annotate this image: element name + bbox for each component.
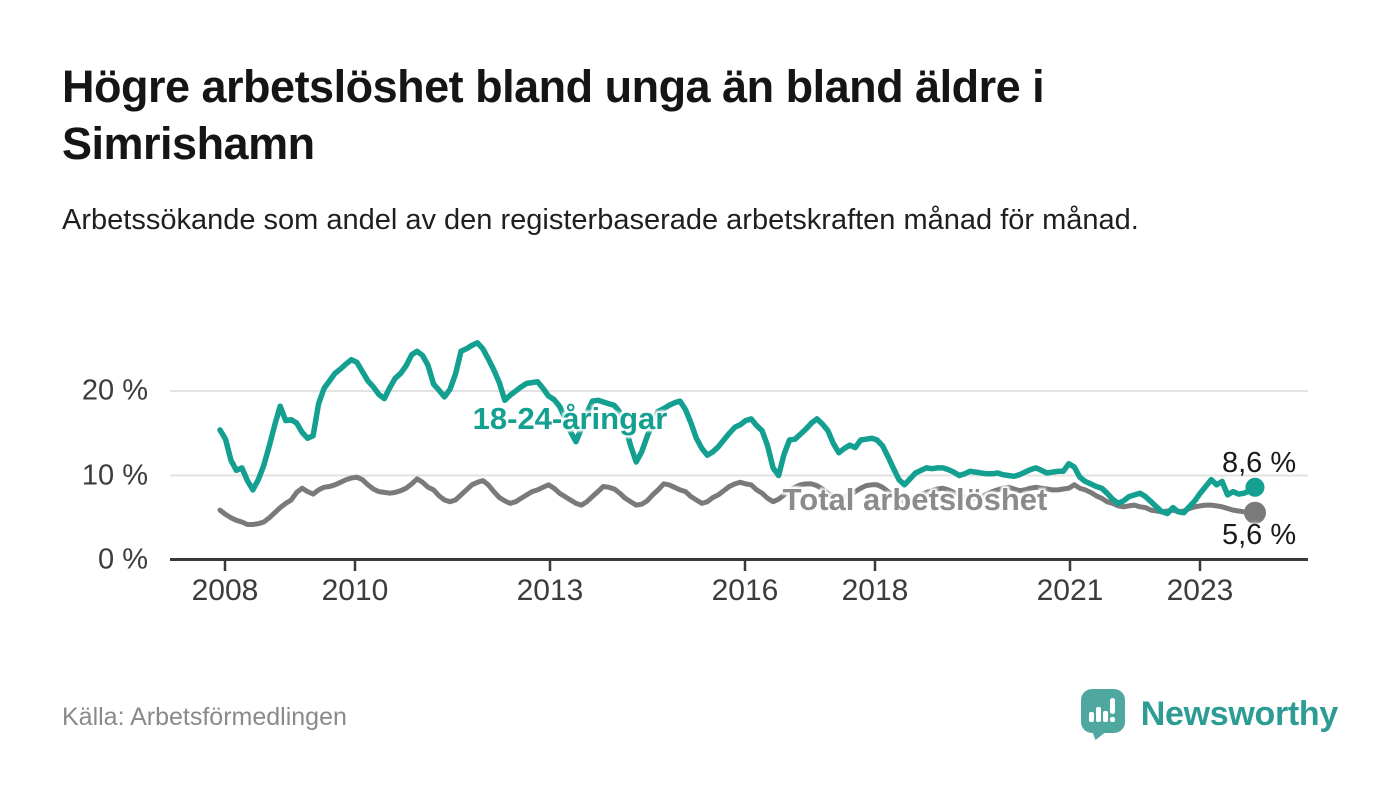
page-title: Högre arbetslöshet bland unga än bland ä… (62, 61, 1045, 169)
x-tick-label: 2023 (1166, 574, 1234, 607)
end-value-total: 5,6 % (1222, 519, 1297, 551)
series-end-dot-young (1245, 477, 1265, 497)
x-tick-label: 2016 (711, 574, 779, 607)
newsworthy-logo: Newsworthy (1080, 688, 1338, 740)
y-tick-label: 20 % (81, 374, 148, 407)
end-value-young: 8,6 % (1222, 447, 1297, 479)
y-tick-label: 10 % (81, 459, 148, 491)
series-line-total (217, 474, 1258, 527)
newsworthy-logo-text: Newsworthy (1140, 694, 1339, 733)
y-tick-label: 0 % (98, 543, 148, 576)
series-label-young: 18-24-åringar (472, 401, 668, 436)
chart-subtitle: Arbetssökande som andel av den registerb… (62, 204, 1139, 236)
newsworthy-logo-icon (1080, 689, 1125, 740)
x-tick-label: 2013 (516, 574, 584, 607)
series-line-young (217, 340, 1258, 517)
series-end-dot-total (1244, 501, 1266, 524)
x-tick-label: 2018 (841, 574, 909, 607)
x-tick-label: 2021 (1036, 574, 1104, 607)
x-tick-label: 2008 (191, 574, 259, 607)
x-tick-label: 2010 (321, 574, 389, 607)
series-label-total: Total arbetslöshet (782, 482, 1048, 517)
source-note: Källa: Arbetsförmedlingen (62, 703, 347, 731)
